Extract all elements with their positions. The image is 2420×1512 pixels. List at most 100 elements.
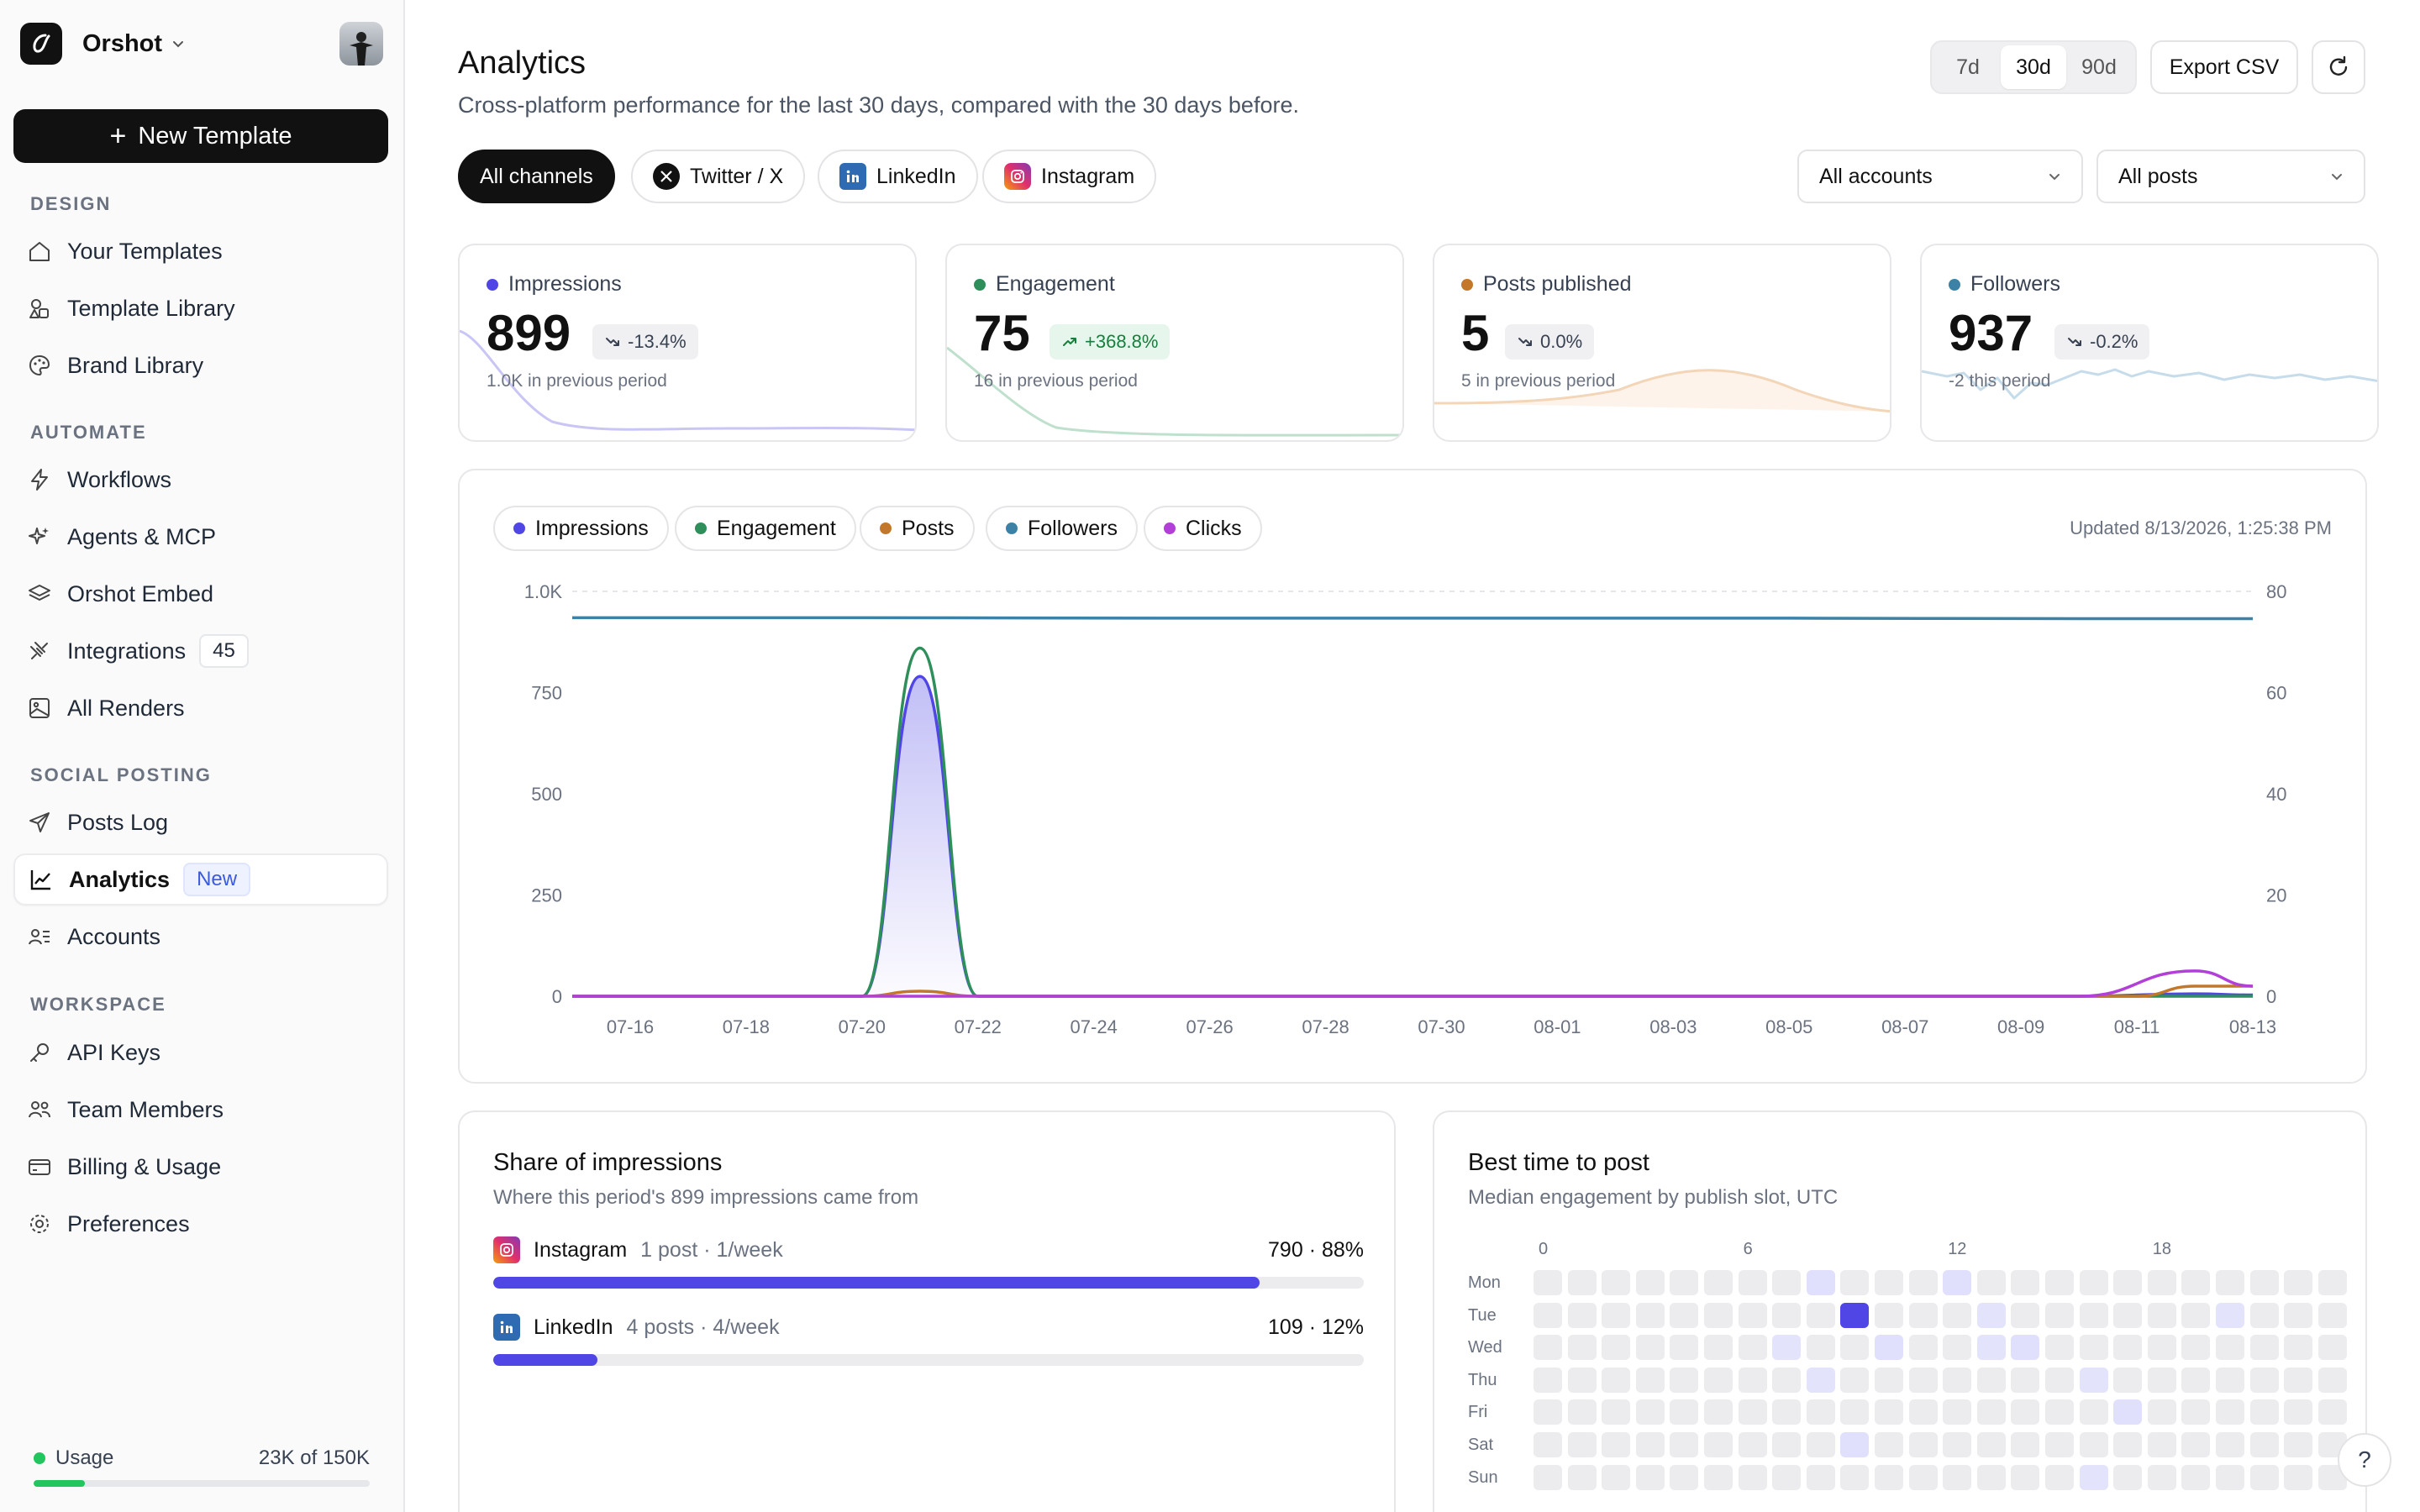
heatmap-cell[interactable] — [2147, 1302, 2176, 1328]
heatmap-cell[interactable] — [1534, 1464, 1562, 1490]
heatmap-cell[interactable] — [2045, 1432, 2074, 1457]
help-button[interactable]: ? — [2338, 1433, 2391, 1487]
heatmap-cell[interactable] — [2181, 1302, 2211, 1328]
heatmap-cell[interactable] — [1567, 1335, 1597, 1361]
new-template-button[interactable]: + New Template — [13, 109, 388, 163]
heatmap-cell[interactable] — [2045, 1464, 2074, 1490]
heatmap-cell[interactable] — [1772, 1270, 1802, 1295]
heatmap-cell[interactable] — [1704, 1399, 1733, 1425]
sidebar-item-accounts[interactable]: Accounts — [13, 911, 388, 963]
legend-impressions[interactable]: Impressions — [493, 506, 669, 551]
heatmap-cell[interactable] — [1908, 1335, 1938, 1361]
sidebar-item-analytics[interactable]: Analytics New — [13, 853, 388, 906]
heatmap-cell[interactable] — [2045, 1367, 2074, 1393]
range-7d-button[interactable]: 7d — [1956, 55, 1980, 79]
heatmap-cell[interactable] — [2147, 1464, 2176, 1490]
heatmap-cell[interactable] — [2011, 1432, 2040, 1457]
heatmap-cell[interactable] — [1670, 1367, 1699, 1393]
heatmap-cell[interactable] — [1635, 1464, 1665, 1490]
heatmap-cell[interactable] — [1976, 1335, 2006, 1361]
heatmap-cell[interactable] — [2011, 1399, 2040, 1425]
heatmap-cell[interactable] — [1602, 1302, 1631, 1328]
heatmap-cell[interactable] — [1567, 1302, 1597, 1328]
heatmap-cell[interactable] — [2045, 1270, 2074, 1295]
heatmap-cell[interactable] — [2181, 1432, 2211, 1457]
heatmap-cell[interactable] — [2045, 1399, 2074, 1425]
heatmap-cell[interactable] — [1772, 1432, 1802, 1457]
heatmap-cell[interactable] — [1943, 1270, 1972, 1295]
accounts-dropdown[interactable]: All accounts — [1797, 150, 2083, 203]
heatmap-cell[interactable] — [1738, 1335, 1767, 1361]
heatmap-cell[interactable] — [2284, 1270, 2313, 1295]
heatmap-cell[interactable] — [1704, 1335, 1733, 1361]
sidebar-item-brand-library[interactable]: Brand Library — [13, 339, 388, 391]
heatmap-cell[interactable] — [2113, 1432, 2143, 1457]
heatmap-cell[interactable] — [1670, 1432, 1699, 1457]
heatmap-cell[interactable] — [1670, 1399, 1699, 1425]
heatmap-cell[interactable] — [1840, 1432, 1870, 1457]
heatmap-cell[interactable] — [1772, 1367, 1802, 1393]
heatmap-cell[interactable] — [1704, 1432, 1733, 1457]
heatmap-cell[interactable] — [1670, 1335, 1699, 1361]
heatmap-cell[interactable] — [1875, 1464, 1903, 1490]
heatmap-cell[interactable] — [2317, 1399, 2347, 1425]
heatmap-cell[interactable] — [1806, 1335, 1835, 1361]
heatmap-cell[interactable] — [2147, 1270, 2176, 1295]
posts-dropdown[interactable]: All posts — [2096, 150, 2365, 203]
heatmap-cell[interactable] — [2011, 1270, 2040, 1295]
heatmap-cell[interactable] — [1670, 1270, 1699, 1295]
range-30d-button[interactable]: 30d — [2001, 45, 2066, 89]
heatmap-cell[interactable] — [1704, 1270, 1733, 1295]
heatmap-cell[interactable] — [1534, 1270, 1562, 1295]
heatmap-cell[interactable] — [2079, 1335, 2108, 1361]
heatmap-cell[interactable] — [1670, 1302, 1699, 1328]
heatmap-cell[interactable] — [2249, 1464, 2279, 1490]
heatmap-cell[interactable] — [1602, 1432, 1631, 1457]
sidebar-item-posts-log[interactable]: Posts Log — [13, 796, 388, 848]
heatmap-cell[interactable] — [1635, 1335, 1665, 1361]
channel-linkedin-chip[interactable]: LinkedIn — [818, 150, 978, 203]
heatmap-cell[interactable] — [1908, 1270, 1938, 1295]
heatmap-cell[interactable] — [2249, 1367, 2279, 1393]
heatmap-cell[interactable] — [1738, 1464, 1767, 1490]
heatmap-cell[interactable] — [1806, 1302, 1835, 1328]
heatmap-cell[interactable] — [1943, 1399, 1972, 1425]
heatmap-cell[interactable] — [2284, 1464, 2313, 1490]
workspace-switcher[interactable]: Orshot — [20, 22, 383, 66]
heatmap-cell[interactable] — [2181, 1367, 2211, 1393]
heatmap-cell[interactable] — [1908, 1367, 1938, 1393]
sidebar-item-team-members[interactable]: Team Members — [13, 1084, 388, 1136]
heatmap-cell[interactable] — [1840, 1302, 1870, 1328]
heatmap-cell[interactable] — [1806, 1367, 1835, 1393]
heatmap-cell[interactable] — [1567, 1367, 1597, 1393]
heatmap-cell[interactable] — [1602, 1399, 1631, 1425]
heatmap-cell[interactable] — [1772, 1464, 1802, 1490]
heatmap-cell[interactable] — [1635, 1399, 1665, 1425]
heatmap-cell[interactable] — [2113, 1302, 2143, 1328]
heatmap-cell[interactable] — [1534, 1399, 1562, 1425]
heatmap-cell[interactable] — [1908, 1432, 1938, 1457]
sidebar-item-all-renders[interactable]: All Renders — [13, 682, 388, 734]
heatmap-cell[interactable] — [2113, 1399, 2143, 1425]
heatmap-cell[interactable] — [2249, 1270, 2279, 1295]
heatmap-cell[interactable] — [2216, 1399, 2244, 1425]
heatmap-cell[interactable] — [1567, 1464, 1597, 1490]
heatmap-cell[interactable] — [2249, 1335, 2279, 1361]
channel-instagram-chip[interactable]: Instagram — [982, 150, 1157, 203]
heatmap-cell[interactable] — [2079, 1432, 2108, 1457]
heatmap-cell[interactable] — [1738, 1270, 1767, 1295]
heatmap-cell[interactable] — [2249, 1302, 2279, 1328]
heatmap-cell[interactable] — [2079, 1399, 2108, 1425]
heatmap-cell[interactable] — [1806, 1432, 1835, 1457]
heatmap-cell[interactable] — [1635, 1302, 1665, 1328]
heatmap-cell[interactable] — [2317, 1335, 2347, 1361]
heatmap-cell[interactable] — [1738, 1432, 1767, 1457]
refresh-button[interactable] — [2312, 40, 2365, 94]
heatmap-cell[interactable] — [1567, 1270, 1597, 1295]
heatmap-cell[interactable] — [2284, 1399, 2313, 1425]
heatmap-cell[interactable] — [1635, 1432, 1665, 1457]
heatmap-cell[interactable] — [1738, 1399, 1767, 1425]
heatmap-cell[interactable] — [1602, 1367, 1631, 1393]
heatmap-cell[interactable] — [1704, 1367, 1733, 1393]
heatmap-cell[interactable] — [2147, 1399, 2176, 1425]
